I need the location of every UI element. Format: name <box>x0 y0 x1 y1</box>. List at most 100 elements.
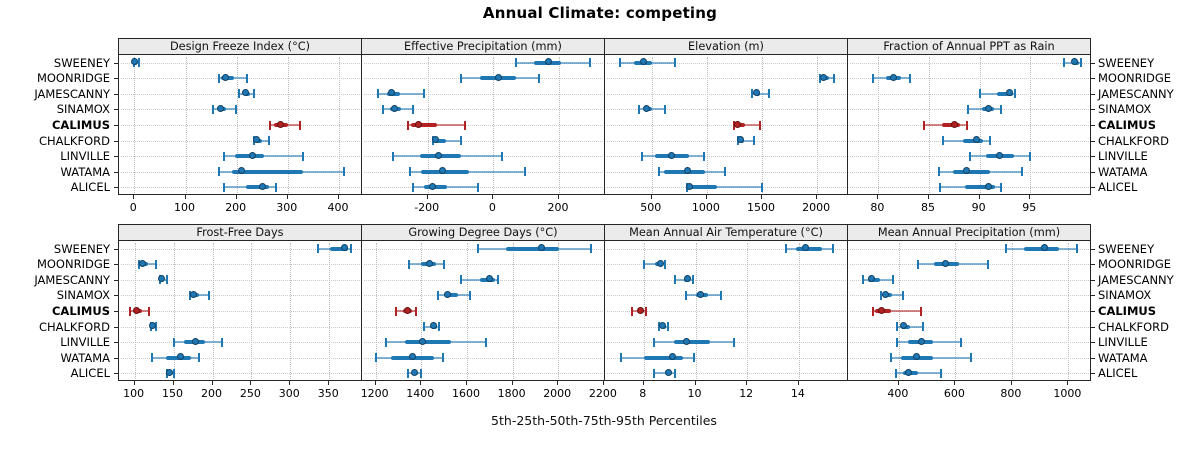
whisker-cap-high <box>485 337 488 347</box>
gridline-horizontal <box>607 373 846 375</box>
whisker-cap-low <box>896 337 899 347</box>
median-dot <box>432 136 440 144</box>
median-dot <box>734 120 742 128</box>
percentile-range-5-95 <box>872 310 921 312</box>
site-tick-right <box>1091 373 1095 375</box>
percentile-range-25-75 <box>330 246 348 251</box>
axis-tick <box>650 195 652 199</box>
whisker-cap-low <box>751 89 754 99</box>
whisker-cap-high <box>645 306 648 316</box>
whisker-cap-high <box>758 120 761 130</box>
whisker-cap-high <box>960 337 962 347</box>
whisker-cap-high <box>442 353 444 363</box>
whisker-cap-low <box>1005 244 1008 254</box>
axis-tick <box>602 381 604 385</box>
whisker-cap-high <box>921 322 924 332</box>
axis-tick <box>286 195 288 199</box>
whisker-cap-high <box>350 244 353 254</box>
site-label-right: MOONRIDGE <box>1098 71 1172 86</box>
median-dot <box>819 73 827 81</box>
median-dot <box>890 73 898 81</box>
percentile-range-5-95 <box>224 155 304 158</box>
axis-tick <box>289 381 291 385</box>
gridline-horizontal <box>364 373 603 375</box>
site-label-right: LINVILLE <box>1098 149 1148 164</box>
median-dot <box>191 337 199 345</box>
whisker-cap-low <box>128 306 131 316</box>
gridline-horizontal <box>121 357 360 359</box>
whisker-cap-high <box>590 244 593 254</box>
axis-tick <box>184 195 186 199</box>
whisker-cap-high <box>411 104 414 114</box>
panel-strip: Design Freeze Index (°C) <box>118 38 362 55</box>
median-dot <box>941 259 949 267</box>
axis-tick-label: 12 <box>739 387 754 400</box>
whisker-cap-low <box>861 275 864 285</box>
whisker-cap-low <box>879 290 882 300</box>
axis-tick-label: 300 <box>276 201 298 214</box>
gridline-horizontal <box>607 264 846 266</box>
median-dot <box>882 290 890 298</box>
whisker-cap-high <box>969 353 972 363</box>
axis-tick <box>694 381 696 385</box>
median-dot <box>950 120 958 128</box>
median-dot <box>665 368 673 376</box>
axis-tick <box>374 381 376 385</box>
median-dot <box>913 353 921 361</box>
gridline-vertical <box>375 243 377 379</box>
axis-tick <box>928 195 929 199</box>
gridline-horizontal <box>607 357 846 359</box>
whisker-cap-high <box>664 104 667 114</box>
site-tick-left <box>114 326 118 328</box>
percentile-range-5-95 <box>895 372 941 375</box>
whisker-cap-high <box>908 73 911 83</box>
percentile-range-25-75 <box>965 185 995 190</box>
gridline-horizontal <box>850 248 1089 250</box>
site-tick-right <box>1091 62 1095 64</box>
gridline-horizontal <box>364 62 603 64</box>
whisker-cap-low <box>939 182 942 192</box>
axis-tick <box>746 381 748 385</box>
panel-plot <box>847 241 1091 381</box>
median-dot <box>1005 89 1013 97</box>
gridline-vertical <box>1030 57 1032 193</box>
median-dot <box>683 337 691 345</box>
gridline-horizontal <box>364 326 603 328</box>
axis-tick <box>558 195 559 199</box>
percentile-range-5-95 <box>737 139 755 142</box>
gridline-vertical <box>339 57 340 193</box>
whisker-cap-high <box>999 182 1002 192</box>
gridline-horizontal <box>607 93 846 95</box>
axis-tick-label: 2000 <box>802 201 831 214</box>
whisker-cap-high <box>693 353 696 363</box>
whisker-cap-high <box>274 182 277 192</box>
whisker-cap-high <box>1079 58 1082 68</box>
percentile-range-25-75 <box>434 138 446 143</box>
whisker-cap-high <box>155 259 158 269</box>
median-dot <box>973 136 981 144</box>
median-dot <box>669 353 676 361</box>
site-label-right: JAMESCANNY <box>1098 272 1174 287</box>
median-dot <box>684 275 691 283</box>
whisker-cap-high <box>691 275 694 285</box>
gridline-horizontal <box>607 62 846 64</box>
whisker-cap-high <box>173 368 176 378</box>
gridline-horizontal <box>121 342 360 344</box>
whisker-cap-high <box>165 275 168 285</box>
site-label-left: SINAMOX <box>56 102 110 117</box>
site-label-right: CALIMUS <box>1098 304 1157 318</box>
site-label-left: SWEENEY <box>53 55 110 70</box>
gridline-horizontal <box>850 78 1089 80</box>
panel-plot <box>118 241 362 381</box>
whisker-cap-high <box>419 368 422 378</box>
gridline-vertical <box>1068 243 1070 379</box>
whisker-cap-low <box>653 368 656 378</box>
median-dot <box>404 306 412 314</box>
whisker-cap-high <box>703 151 706 161</box>
gridline-horizontal <box>850 62 1089 64</box>
axis-tick <box>816 195 818 199</box>
whisker-cap-high <box>343 167 346 177</box>
axis-tick <box>466 381 467 385</box>
whisker-cap-low <box>619 353 622 363</box>
